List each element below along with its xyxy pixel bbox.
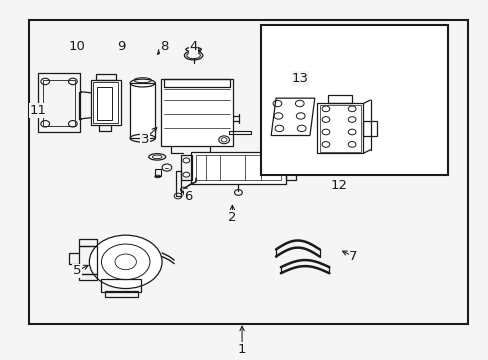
- Bar: [79, 274, 97, 280]
- Text: 1: 1: [237, 342, 246, 356]
- Bar: [96, 74, 116, 80]
- Bar: [91, 80, 121, 125]
- Text: 10: 10: [69, 40, 85, 53]
- Bar: [319, 105, 360, 152]
- Bar: [29, 20, 467, 324]
- Bar: [102, 279, 141, 292]
- Bar: [175, 171, 180, 196]
- Bar: [181, 155, 192, 180]
- Text: 3: 3: [141, 132, 149, 145]
- Circle shape: [89, 235, 162, 288]
- Bar: [161, 78, 232, 146]
- Bar: [104, 291, 138, 297]
- Text: 8: 8: [160, 40, 168, 53]
- Bar: [261, 25, 447, 175]
- Polygon shape: [271, 98, 314, 135]
- Text: 5: 5: [73, 264, 81, 277]
- Text: 11: 11: [30, 104, 47, 117]
- Bar: [285, 155, 296, 180]
- Bar: [97, 87, 112, 120]
- Bar: [191, 152, 285, 184]
- Bar: [93, 82, 118, 123]
- Bar: [196, 155, 280, 180]
- Text: 6: 6: [184, 189, 193, 203]
- Bar: [43, 80, 75, 126]
- Bar: [130, 83, 155, 138]
- Bar: [163, 78, 230, 87]
- Bar: [79, 246, 97, 274]
- Bar: [228, 131, 250, 134]
- Text: 2: 2: [228, 211, 236, 224]
- Bar: [79, 239, 97, 246]
- Text: 4: 4: [189, 40, 197, 53]
- Bar: [317, 103, 363, 153]
- Text: 7: 7: [348, 250, 357, 263]
- Text: 13: 13: [291, 72, 308, 85]
- Text: 12: 12: [330, 179, 347, 192]
- Text: 9: 9: [117, 40, 125, 53]
- Bar: [327, 95, 351, 103]
- Bar: [363, 121, 376, 135]
- Bar: [39, 73, 80, 132]
- Bar: [155, 168, 160, 176]
